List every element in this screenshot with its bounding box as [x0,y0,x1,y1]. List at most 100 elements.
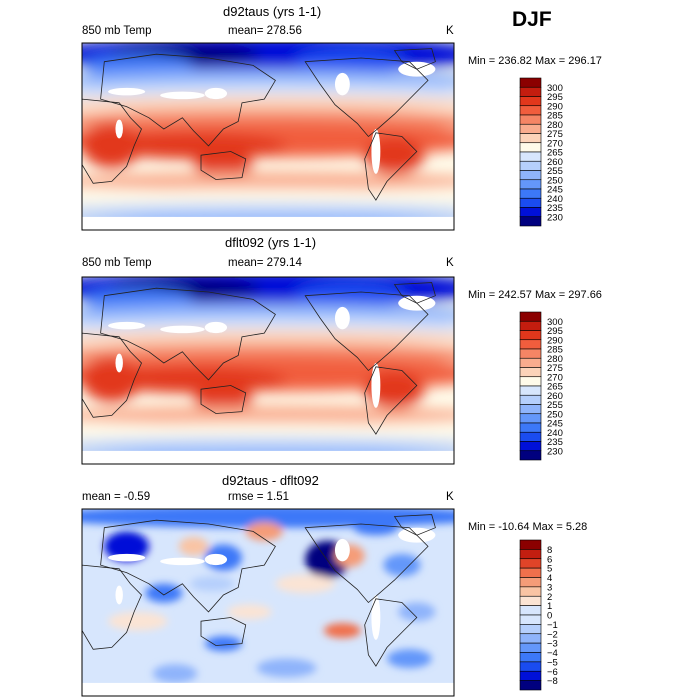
colorbar-tick-label: 270 [547,372,563,383]
colorbar-swatch [519,633,542,644]
antarctica-mask [82,682,454,696]
panel3-mean: mean = -0.59 [82,491,151,503]
coastlines [82,514,436,667]
contour-region [275,574,335,594]
topography-mask [334,306,350,330]
map-panel-2 [82,277,454,464]
panel3-title: d92taus - dflt092 [222,473,319,488]
coastline-africa [82,332,142,418]
colorbar-tick-label: 8 [547,545,552,556]
colorbar-tick-label: 290 [547,101,563,112]
coastline-samerica [364,366,418,435]
topography-mask [334,72,350,96]
topography-mask [160,557,205,566]
field-contours [82,509,454,683]
colorbar-swatch [519,151,542,162]
colorbar-tick-label: 270 [547,138,563,149]
topography-mask [371,595,381,640]
coastline-asia [100,287,276,381]
topography-mask [115,119,123,139]
colorbar-tick-label: 285 [547,345,563,356]
panel1-minmax: Min = 236.82 Max = 296.17 [468,55,602,67]
colorbar-tick-label: 260 [547,391,563,402]
map-panel-1 [82,43,454,230]
colorbar-swatch [519,549,542,560]
colorbar-tick-label: 250 [547,409,563,420]
colorbar-swatch [519,680,542,691]
topography-mask [160,91,205,100]
contour-region [398,602,436,622]
map-frame [81,508,455,697]
colorbar-tick-label: −2 [547,629,558,640]
colorbar-tick-label: −6 [547,667,558,678]
contour-region [100,132,287,159]
map-frame [81,42,455,231]
colorbar-tick-label: 300 [547,317,563,328]
panel2-mean: mean= 279.14 [228,257,302,269]
colorbar-swatch [519,216,542,227]
antarctica-mask [82,216,454,230]
colorbar-swatch [519,614,542,625]
colorbar-tick-label: 255 [547,400,563,411]
colorbar-1: 3002952902852802752702652602552502452402… [519,77,563,227]
colorbar-swatch [519,539,542,550]
colorbar-swatch [519,404,542,415]
colorbar-swatch [519,170,542,181]
colorbar-swatch [519,652,542,663]
colorbar-tick-label: 240 [547,428,563,439]
coastline-australia [200,617,247,646]
contour-region [82,437,454,453]
colorbar-swatch [519,367,542,378]
colorbar-swatch [519,96,542,107]
colorbar-swatch [519,114,542,125]
colorbar-tick-label: 1 [547,601,552,612]
contour-region [193,153,254,176]
colorbar-swatch [519,188,542,199]
colorbar-swatch [519,577,542,588]
contour-region [145,583,183,603]
coastline-samerica [364,598,418,667]
colorbar-tick-label: 0 [547,611,552,622]
contour-region [256,658,317,678]
colorbar-swatch [519,330,542,341]
colorbar-tick-label: 5 [547,564,552,575]
colorbar-tick-label: 285 [547,111,563,122]
topography-mask [371,129,381,174]
colorbar-swatch [519,339,542,350]
colorbar-swatch [519,558,542,569]
topography-mask [334,538,350,562]
colorbar-tick-label: −1 [547,620,558,631]
colorbar-tick-label: −3 [547,639,558,650]
coastlines [82,48,436,201]
colorbar-tick-label: 2 [547,592,552,603]
contour-region [227,604,272,620]
colorbar-swatch [519,394,542,405]
panel2-minmax: Min = 242.57 Max = 297.66 [468,289,602,301]
colorbar-tick-label: −8 [547,676,558,687]
contour-region [387,649,432,668]
map-frame [81,276,455,465]
coastline-australia [200,151,247,180]
colorbar-tick-label: 260 [547,157,563,168]
coastlines [82,282,436,435]
antarctica-mask [82,450,454,464]
contour-region [82,188,454,204]
colorbar-swatch [519,105,542,116]
colorbar-swatch [519,348,542,359]
colorbar-tick-label: 240 [547,194,563,205]
contour-region [82,357,142,403]
coastline-asia [100,519,276,613]
contour-region [152,664,198,683]
colorbar-swatch [519,624,542,635]
topography-mask [204,321,228,334]
colorbar-tick-label: 300 [547,83,563,94]
coastline-greenland [393,282,436,304]
season-label: DJF [512,8,552,31]
coastline-samerica [364,132,418,201]
panel3-minmax: Min = -10.64 Max = 5.28 [468,521,588,533]
panel1-units: K [446,25,454,37]
contour-region [294,48,406,75]
contour-region [82,203,454,219]
contour-region [82,172,454,191]
colorbar-tick-label: 235 [547,203,563,214]
